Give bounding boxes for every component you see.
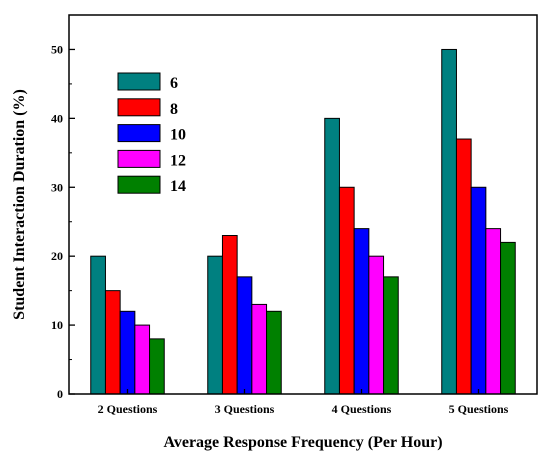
- legend-swatch-10: [117, 124, 161, 143]
- y-axis-ticks: 0 10 20 30 40 50: [51, 42, 75, 401]
- x-tick-label: 2 Questions: [98, 402, 158, 416]
- bar-6-1: [207, 255, 223, 395]
- y-axis-title: Student Interaction Duration (%): [11, 89, 28, 320]
- bar-10-2: [353, 228, 370, 395]
- bar-6-3: [441, 48, 457, 395]
- bar-10-1: [236, 276, 253, 395]
- legend-label-8: 8: [170, 101, 178, 118]
- bar-10-3: [470, 186, 487, 395]
- y-tick-label: 30: [51, 180, 63, 194]
- bar-8-0: [104, 290, 121, 395]
- bar-12-2: [368, 255, 385, 395]
- bar-8-2: [338, 186, 355, 395]
- bar-14-0: [149, 338, 165, 395]
- y-tick-label: 40: [51, 111, 63, 125]
- plot-frame: [68, 14, 538, 395]
- x-tick-label: 3 Questions: [215, 402, 275, 416]
- legend-label-6: 6: [170, 75, 178, 92]
- legend-swatch-6: [117, 72, 161, 91]
- x-tick-label: 5 Questions: [449, 402, 509, 416]
- legend-label-10: 10: [170, 127, 186, 144]
- bar-8-3: [455, 138, 472, 395]
- y-tick-label: 20: [51, 249, 63, 263]
- bars-group: [90, 48, 516, 395]
- legend-swatch-14: [117, 175, 161, 194]
- bar-12-1: [251, 303, 268, 395]
- y-tick-label: 50: [51, 42, 63, 56]
- bar-12-3: [485, 228, 502, 395]
- legend-swatch-8: [117, 98, 161, 117]
- y-tick-label: 0: [57, 387, 63, 401]
- legend: 6 8 10 12 14: [117, 72, 186, 195]
- bar-14-3: [500, 241, 516, 395]
- legend-label-14: 14: [170, 178, 186, 195]
- bar-8-1: [221, 235, 238, 395]
- legend-label-12: 12: [170, 152, 186, 169]
- bar-14-2: [383, 276, 399, 395]
- x-axis-ticks: 2 Questions 3 Questions 4 Questions 5 Quest…: [98, 389, 509, 416]
- bar-6-0: [90, 255, 106, 395]
- bar-12-0: [134, 324, 151, 395]
- bar-10-0: [119, 310, 136, 395]
- x-tick-label: 4 Questions: [332, 402, 392, 416]
- x-axis-title: Average Response Frequency (Per Hour): [163, 434, 442, 451]
- y-tick-label: 10: [51, 318, 63, 332]
- legend-swatch-12: [117, 149, 161, 168]
- bar-14-1: [266, 310, 282, 395]
- bar-6-2: [324, 117, 340, 395]
